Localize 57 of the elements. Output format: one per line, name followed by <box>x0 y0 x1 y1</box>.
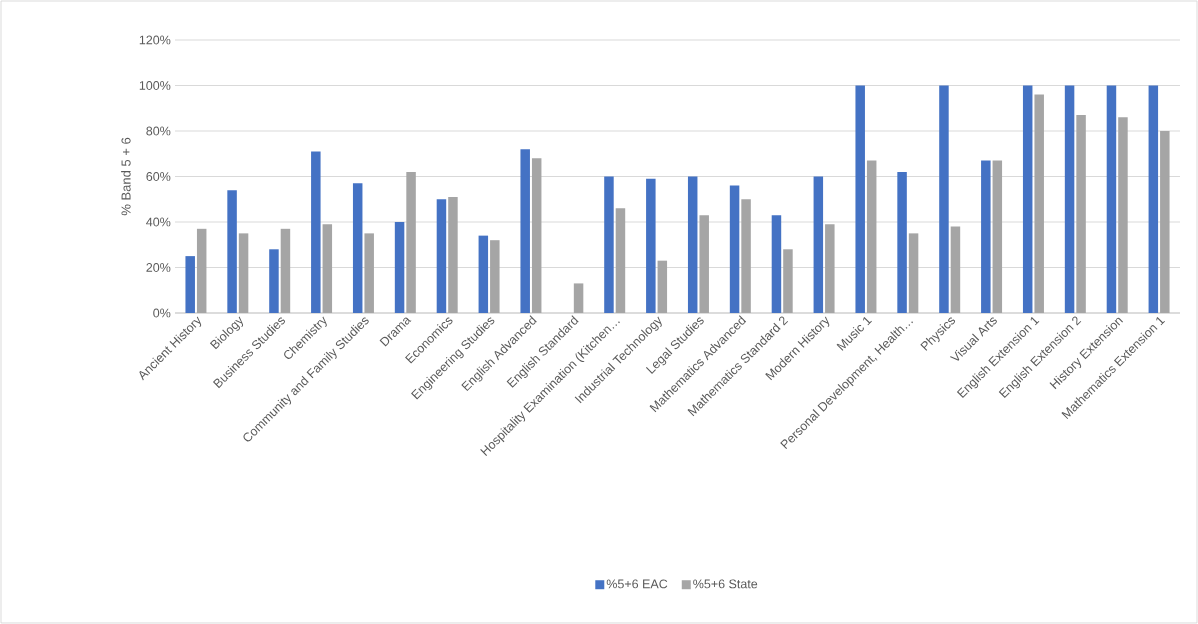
bar <box>531 158 542 313</box>
bar <box>478 235 489 313</box>
y-tick-label: 100% <box>139 81 171 90</box>
bar <box>238 233 249 313</box>
bar <box>687 176 698 313</box>
y-tick-label: 120% <box>139 35 171 45</box>
bar <box>939 85 949 313</box>
bar <box>950 226 961 313</box>
bar <box>196 228 207 313</box>
bar <box>520 149 530 313</box>
bar <box>615 208 626 313</box>
bar <box>269 249 279 313</box>
bar <box>406 171 416 313</box>
bar <box>813 176 824 313</box>
y-tick-label: 40% <box>146 217 171 227</box>
bar <box>280 228 291 313</box>
y-tick-label: 0% <box>153 308 171 318</box>
bar <box>992 160 1003 313</box>
y-axis-title: % Band 5 + 6 <box>121 137 131 216</box>
bar <box>771 215 782 313</box>
bar <box>604 176 614 313</box>
bar <box>1148 85 1159 313</box>
bar <box>364 233 374 313</box>
bar <box>729 185 740 313</box>
y-tick-label: 60% <box>146 172 171 181</box>
bar <box>436 199 447 313</box>
bar <box>866 160 877 313</box>
bar <box>1118 117 1128 313</box>
bar <box>448 196 458 313</box>
bar <box>227 190 237 313</box>
bar <box>490 240 500 313</box>
bar <box>1106 85 1117 313</box>
bar <box>699 215 709 313</box>
bar <box>311 151 321 313</box>
bar <box>908 233 919 313</box>
bar <box>646 178 656 313</box>
bar <box>352 183 363 313</box>
bar <box>1160 130 1170 313</box>
bar <box>1064 85 1075 313</box>
bar <box>897 171 907 313</box>
y-tick-label: 80% <box>146 126 171 136</box>
bar <box>1034 94 1044 313</box>
legend-label: %5+6 State <box>693 579 758 589</box>
bar <box>825 224 835 313</box>
bar <box>783 249 793 313</box>
bar <box>394 221 405 313</box>
bar <box>322 224 333 313</box>
y-tick-label: 20% <box>146 263 171 272</box>
bar <box>657 260 668 313</box>
legend-label: %5+6 EAC <box>606 579 668 589</box>
bar <box>741 199 751 313</box>
bar <box>1076 115 1086 313</box>
bar <box>1022 85 1033 313</box>
bar <box>855 85 865 313</box>
bar <box>573 283 584 313</box>
bar <box>981 160 991 313</box>
bar <box>185 256 195 313</box>
